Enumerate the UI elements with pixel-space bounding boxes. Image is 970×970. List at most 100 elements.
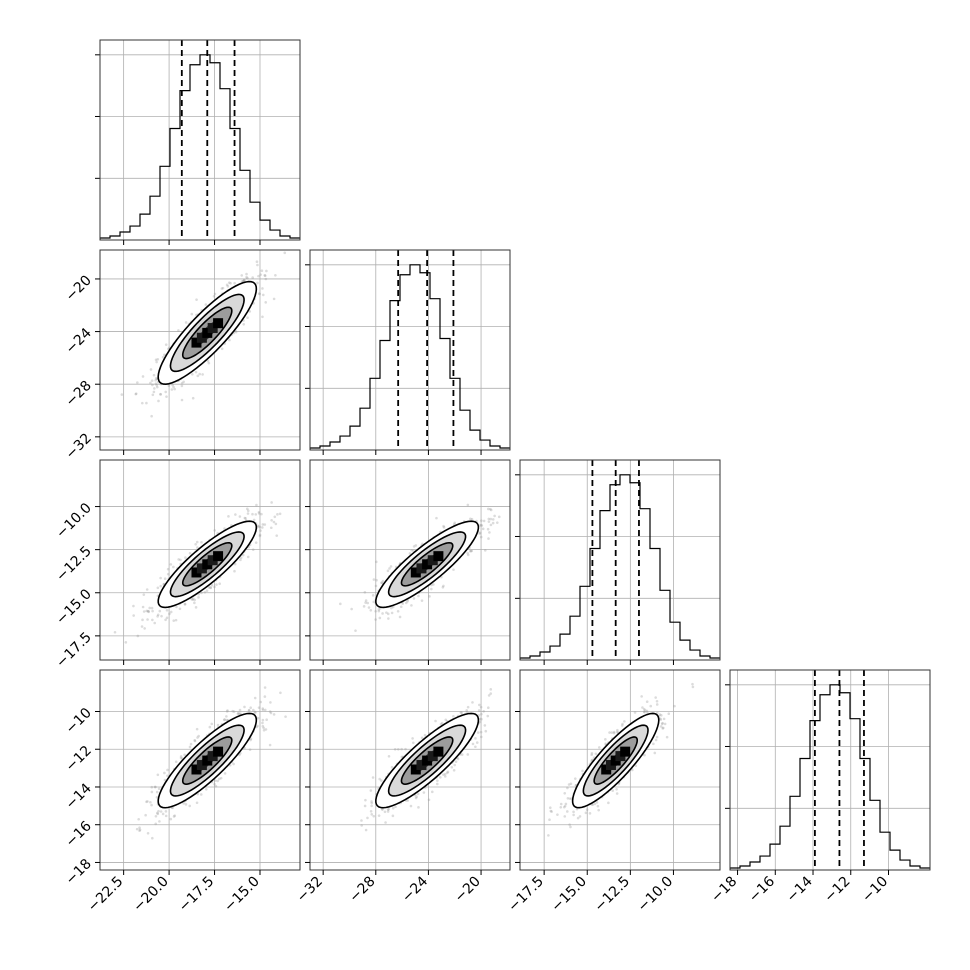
scatter-point (195, 298, 198, 301)
scatter-point (371, 776, 375, 779)
xtick-label: −28 (346, 874, 378, 906)
scatter-point (150, 606, 154, 610)
xtick-label: −24 (399, 873, 431, 905)
scatter-point (474, 745, 477, 749)
scatter-point (264, 277, 268, 281)
scatter-point (369, 789, 373, 792)
scatter-point (215, 583, 218, 586)
scatter-point (265, 269, 268, 273)
scatter-point (257, 512, 261, 515)
scatter-point (482, 709, 486, 713)
scatter-point (659, 725, 663, 728)
scatter-point (478, 703, 481, 707)
scatter-point (381, 579, 385, 583)
scatter-point (369, 809, 373, 813)
scatter-point (257, 510, 261, 514)
scatter-point (388, 567, 391, 570)
scatter-point (617, 782, 621, 786)
scatter-point (378, 616, 382, 620)
scatter-point (251, 276, 254, 279)
scatter-point (446, 770, 450, 774)
scatter-point (409, 804, 413, 808)
histogram-0 (100, 54, 300, 240)
scatter-point (691, 685, 695, 689)
scatter-point (442, 524, 445, 528)
scatter-point (180, 384, 184, 388)
scatter-point (218, 777, 221, 781)
scatter-point (231, 709, 234, 713)
scatter-point (385, 611, 388, 614)
scatter-point (177, 558, 180, 561)
scatter-point (206, 359, 210, 363)
scatter-point (578, 815, 582, 818)
scatter-point (219, 776, 223, 780)
scatter-point (249, 737, 253, 741)
scatter-point (575, 807, 579, 811)
scatter-point (386, 612, 390, 616)
scatter-point (655, 703, 659, 706)
panel-1-0: −32 −28 −24 −20 (63, 249, 301, 463)
scatter-point (269, 526, 273, 530)
scatter-point (434, 719, 437, 723)
scatter-point (479, 730, 483, 734)
scatter-point (486, 527, 490, 531)
scatter-point (154, 358, 158, 362)
scatter-point (466, 551, 469, 555)
scatter-point (642, 707, 646, 711)
scatter-point (247, 708, 251, 712)
scatter-point (177, 329, 180, 332)
scatter-point (154, 785, 157, 789)
scatter-point (384, 821, 387, 824)
scatter-point (142, 593, 146, 596)
density-core (410, 567, 421, 578)
scatter-point (414, 796, 418, 800)
scatter-point (497, 515, 501, 519)
scatter-point (569, 782, 573, 786)
scatter-point (268, 743, 272, 747)
scatter-point (207, 586, 211, 589)
scatter-point (259, 273, 262, 276)
scatter-point (157, 787, 161, 791)
scatter-point (394, 805, 397, 809)
scatter-point (662, 717, 666, 721)
scatter-point (616, 728, 619, 732)
scatter-point (478, 532, 481, 535)
scatter-point (160, 614, 163, 618)
xtick-label: −12 (821, 874, 853, 906)
scatter-point (263, 274, 267, 278)
scatter-point (134, 392, 138, 395)
panel-2-2 (515, 459, 721, 665)
scatter-point (263, 274, 267, 277)
scatter-point (284, 715, 287, 718)
scatter-point (549, 809, 553, 813)
scatter-point (141, 605, 145, 609)
panel-frame (99, 249, 301, 451)
scatter-point (238, 515, 242, 518)
scatter-point (480, 519, 483, 522)
scatter-point (196, 736, 199, 739)
scatter-point (258, 534, 262, 538)
density-core (433, 746, 444, 757)
histogram-1 (310, 264, 510, 450)
scatter-point (173, 814, 177, 817)
scatter-point (153, 387, 156, 390)
scatter-point (183, 603, 187, 606)
scatter-point (261, 707, 265, 710)
scatter-point (254, 541, 258, 544)
scatter-point (194, 370, 198, 374)
scatter-point (440, 721, 444, 725)
ytick-label: −10.0 (53, 500, 95, 542)
scatter-point (156, 773, 160, 777)
scatter-point (246, 509, 250, 512)
scatter-point (377, 608, 381, 611)
scatter-point (654, 696, 657, 699)
scatter-point (452, 568, 455, 571)
scatter-point (155, 360, 158, 364)
scatter-point (400, 747, 403, 751)
scatter-point (615, 730, 619, 734)
scatter-point (164, 343, 168, 346)
scatter-point (262, 726, 265, 730)
scatter-point (140, 401, 144, 405)
scatter-point (155, 790, 159, 794)
